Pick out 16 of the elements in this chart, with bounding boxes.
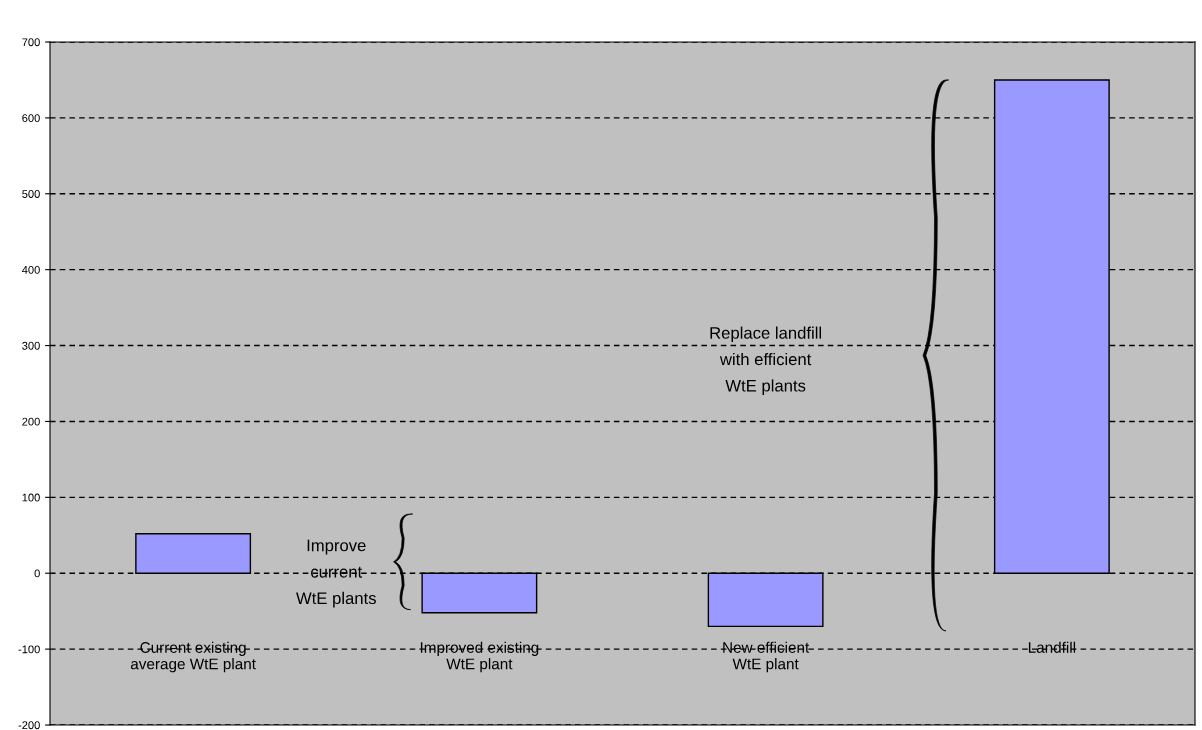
y-tick-label: 700 xyxy=(22,38,40,47)
y-tick-label: 400 xyxy=(22,265,40,274)
bar xyxy=(135,533,252,574)
annotation: Replace landfill with efficient WtE plants xyxy=(710,326,822,395)
x-tick-label: New efficient WtE plant xyxy=(723,641,810,673)
y-tick-label: -200 xyxy=(18,721,40,730)
y-tick-label: 100 xyxy=(22,493,40,502)
y-tick-label: -100 xyxy=(18,645,40,654)
x-tick-label: Landfill xyxy=(1028,641,1076,653)
y-tick-label: 300 xyxy=(22,341,40,350)
y-tick-label: 600 xyxy=(22,114,40,123)
y-tick-label: 200 xyxy=(22,417,40,426)
x-tick-label: Current existing average WtE plant xyxy=(130,641,256,673)
y-tick-label: 500 xyxy=(22,190,40,198)
x-tick-label: Improved existing WtE plant xyxy=(420,641,539,673)
y-tick-label: 0 xyxy=(34,569,40,578)
